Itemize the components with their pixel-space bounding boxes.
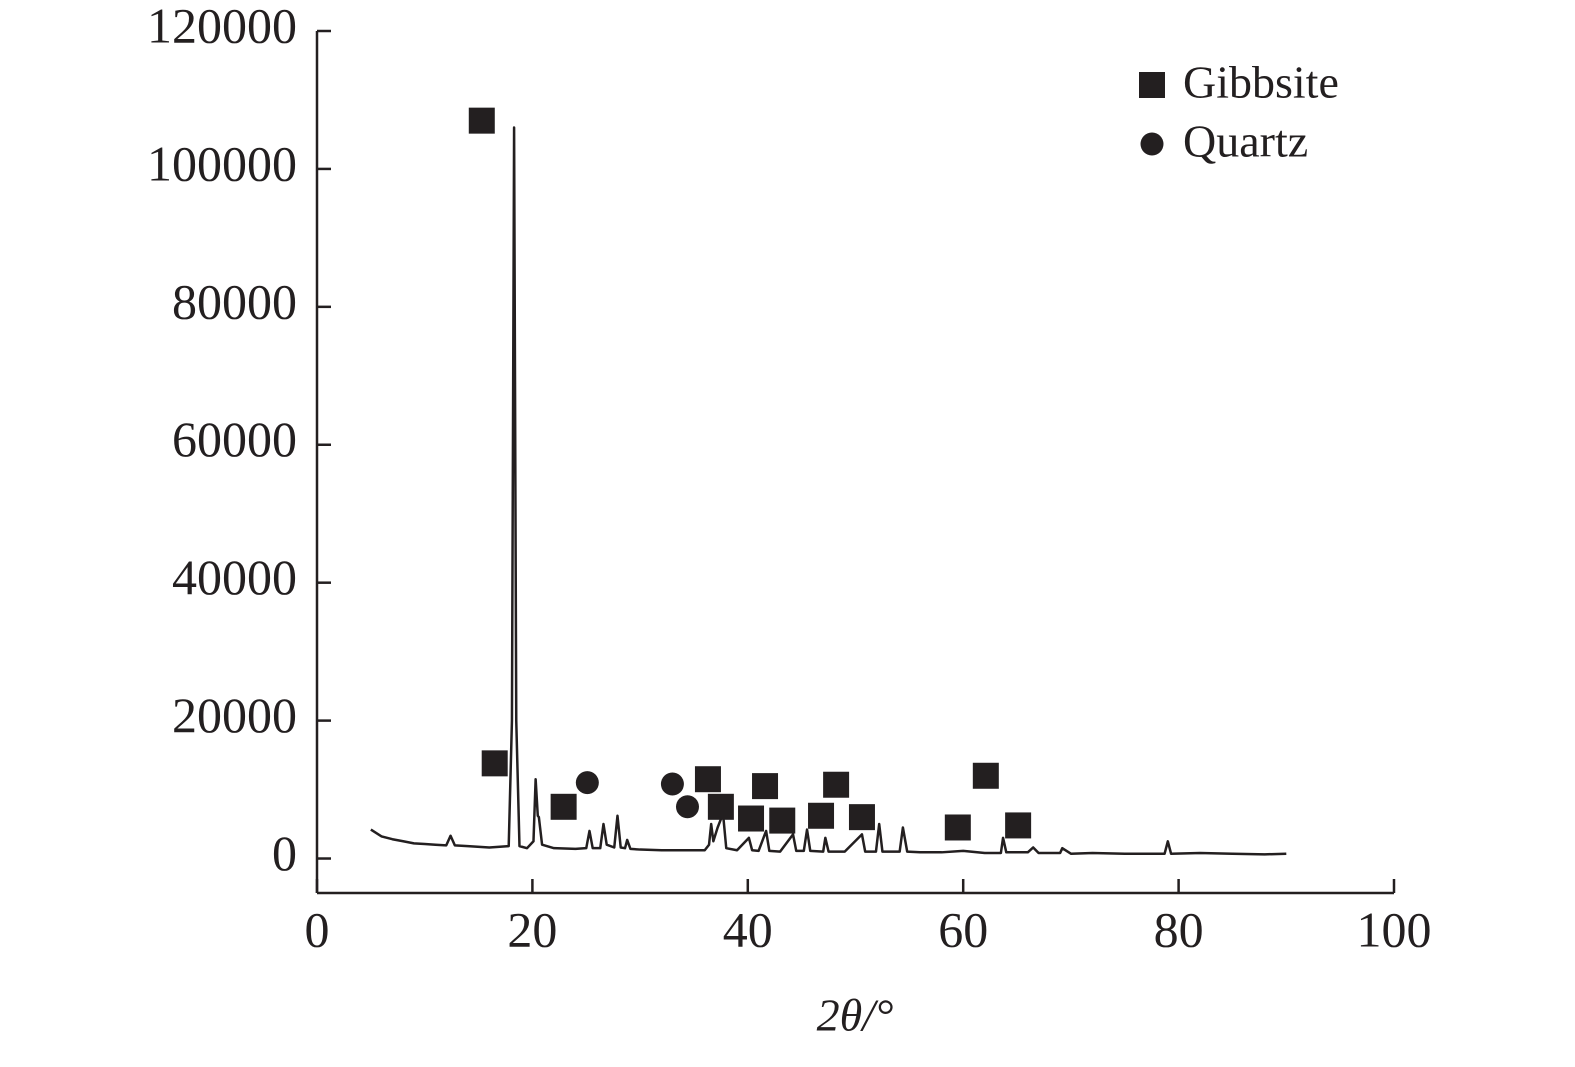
phase-marker	[738, 805, 765, 832]
y-tick-label: 40000	[172, 549, 297, 605]
y-tick-label: 120000	[147, 0, 297, 53]
phase-marker	[481, 750, 508, 777]
phase-marker	[752, 773, 779, 800]
x-tick-label: 100	[1357, 901, 1432, 957]
x-tick-label: 60	[938, 901, 988, 957]
phase-marker	[848, 804, 875, 831]
phase-marker	[972, 762, 999, 789]
y-tick-label: 0	[272, 825, 297, 881]
phase-marker	[1005, 812, 1032, 839]
y-tick-label: 60000	[172, 411, 297, 467]
y-tick-label: 20000	[172, 687, 297, 743]
phase-marker	[944, 814, 971, 841]
y-tick-label: 80000	[172, 273, 297, 329]
legend-label: Gibbsite	[1183, 57, 1339, 108]
legend-symbol	[1140, 132, 1164, 156]
x-tick-label: 40	[723, 901, 773, 957]
phase-marker	[660, 772, 684, 796]
phase-marker	[769, 807, 796, 834]
phase-marker	[808, 802, 835, 829]
xrd-pattern	[370, 126, 1287, 856]
legend-label: Quartz	[1183, 116, 1308, 167]
phase-marker	[707, 793, 734, 820]
x-tick-label: 0	[305, 901, 330, 957]
phase-marker	[823, 771, 850, 798]
legend-symbol	[1139, 72, 1165, 98]
x-tick-label: 20	[507, 901, 557, 957]
phase-marker	[550, 793, 577, 820]
phase-marker	[694, 766, 721, 793]
x-tick-label: 80	[1154, 901, 1204, 957]
phase-marker	[468, 107, 495, 134]
y-tick-label: 100000	[147, 135, 297, 191]
phase-marker	[575, 771, 599, 795]
x-axis-label: 2θ/°	[817, 990, 894, 1041]
phase-marker	[675, 795, 699, 819]
